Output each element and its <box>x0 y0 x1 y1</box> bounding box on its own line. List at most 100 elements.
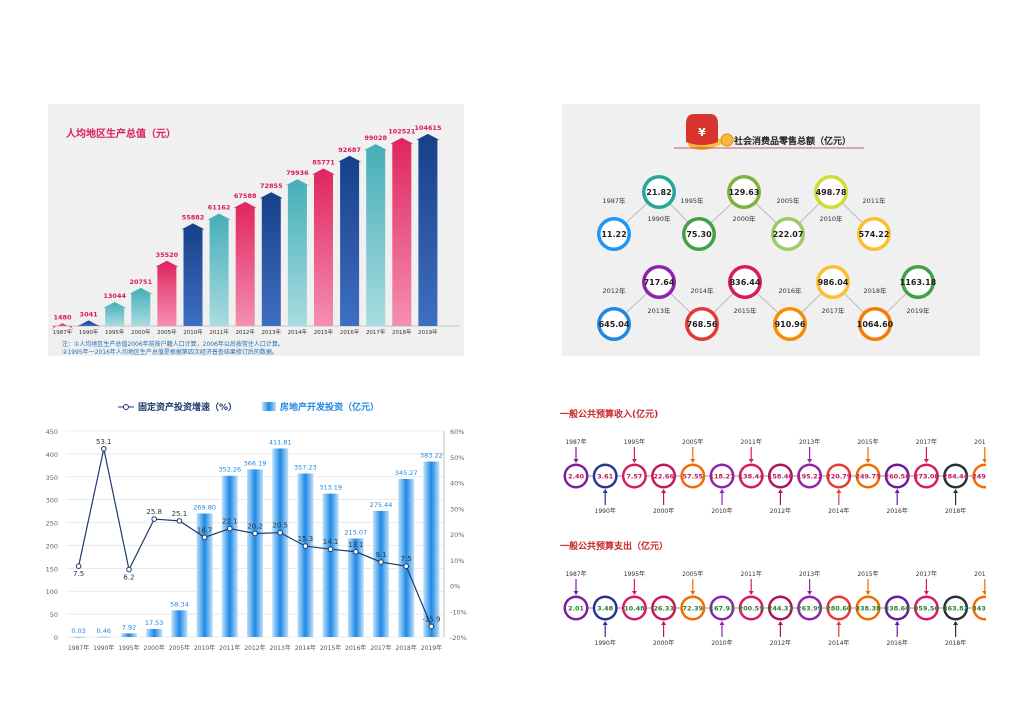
budget-circle <box>595 598 616 618</box>
budget-circle <box>858 598 878 618</box>
investment-bar <box>121 633 137 637</box>
budget-circle <box>595 466 616 486</box>
retail-value-label: 11.22 <box>601 230 626 239</box>
budget-value-label: 273.08 <box>914 473 940 481</box>
budget-pointer-head <box>631 459 637 463</box>
growth-point <box>277 529 283 536</box>
budget-year-label: 2019年 <box>974 438 986 446</box>
budget-value-label: 167.93 <box>709 605 734 613</box>
budget-circle <box>858 466 878 486</box>
budget-value-label: 7.57 <box>626 473 642 481</box>
retail-year-label: 2010年 <box>819 214 843 223</box>
retail-value-label: 21.82 <box>646 188 671 197</box>
growth-point <box>302 543 309 549</box>
retail-value-label: 645.04 <box>599 320 630 329</box>
gdp-value-label: 61162 <box>208 204 231 212</box>
y-tick-label: 150 <box>46 565 58 573</box>
retail-circle <box>860 220 888 248</box>
gdp-bar <box>390 137 414 326</box>
growth-point-label: 9.1 <box>375 551 386 559</box>
gdp-bar <box>51 323 74 330</box>
gdp-value-label: 1480 <box>53 313 72 321</box>
y-tick-label: 400 <box>46 451 58 459</box>
budget-value-label: 57.55 <box>683 473 704 481</box>
budget-panel: 一般公共预算收入(亿元) 2.40 1987年 3.61 1990年 7.57 1995年 2… <box>556 400 986 650</box>
yen-glyph: ¥ <box>698 126 706 139</box>
budget-year-label: 1990年 <box>595 507 616 515</box>
x-tick-label: 2015年 <box>320 644 341 652</box>
budget-circle <box>770 466 791 486</box>
investment-bar <box>95 636 112 638</box>
gdp-value-label: 35520 <box>156 251 179 259</box>
growth-point-label: 13.1 <box>348 541 364 549</box>
budget-pointer-head <box>894 621 900 625</box>
x-tick-label: 2014年 <box>295 644 316 652</box>
gdp-bar <box>155 260 179 326</box>
legend-bar-swatch <box>262 402 276 411</box>
budget-value-label: 280.60 <box>826 605 852 613</box>
gdp-note-1: 注：①人均地区生产总值2006年前按户籍人口计算，2006年以后按常住人口计算。 <box>62 341 284 348</box>
gdp-x-tick-label: 2011年 <box>209 328 229 336</box>
budget-year-label: 1995年 <box>624 570 645 578</box>
budget-pointer-head <box>631 591 637 595</box>
investment-bar-label: 345.27 <box>395 469 418 477</box>
retail-sales-chart: ¥ 社会消费品零售总额（亿元） 11.22 1987年 21.82 1990年 75.30 1… <box>597 114 937 341</box>
retail-circle <box>731 268 759 296</box>
growth-point-label: 7.5 <box>73 570 84 578</box>
investment-bar <box>70 636 87 638</box>
budget-value-label: 263.99 <box>797 605 823 613</box>
budget-year-label: 2018年 <box>945 507 966 515</box>
retail-value-label: 129.63 <box>729 188 760 197</box>
investment-bar-label: 313.19 <box>319 484 342 492</box>
budget-circle <box>799 466 820 486</box>
gdp-value-label: 72855 <box>260 182 283 190</box>
growth-point <box>201 534 208 541</box>
budget-year-label: 2017年 <box>916 438 937 446</box>
retail-year-label: 1987年 <box>602 196 626 205</box>
y2-tick-label: -10% <box>450 608 467 616</box>
retail-circle <box>685 220 713 248</box>
growth-point <box>75 563 82 569</box>
budget-value-label: 343.17 <box>972 605 986 613</box>
legend-line-label: 固定资产投资增速（%） <box>138 401 237 413</box>
x-tick-label: 2018年 <box>396 644 417 652</box>
budget-year-label: 1990年 <box>595 639 616 647</box>
x-tick-label: 2019年 <box>421 644 442 652</box>
gdp-value-label: 67588 <box>234 192 257 200</box>
retail-year-label: 2011年 <box>862 196 886 205</box>
gdp-x-tick-label: 2018年 <box>392 328 412 336</box>
budget-year-label: 2000年 <box>653 507 674 515</box>
budget-circle <box>566 466 586 486</box>
retail-year-label: 1990年 <box>647 214 671 223</box>
y-tick-label: 300 <box>46 497 58 505</box>
budget-pointer-head <box>807 459 813 463</box>
gdp-value-label: 92687 <box>338 146 361 154</box>
budget-pointer-head <box>923 591 929 595</box>
budget-circle <box>974 466 986 486</box>
budget-year-label: 2017年 <box>916 570 937 578</box>
retail-circle <box>730 178 758 206</box>
gdp-value-label: 102521 <box>388 128 416 136</box>
retail-circle <box>904 268 932 296</box>
budget-year-label: 2012年 <box>770 507 791 515</box>
growth-point-label: -15.9 <box>422 615 440 623</box>
growth-point <box>176 518 183 524</box>
budget-value-label: 363.82 <box>943 605 968 613</box>
x-tick-label: 1990年 <box>93 644 114 652</box>
investment-bar <box>347 538 364 637</box>
growth-point <box>126 566 132 573</box>
y-tick-label: 350 <box>46 474 58 482</box>
retail-year-label: 2014年 <box>690 286 714 295</box>
retail-year-label: 2018年 <box>863 286 887 295</box>
retail-circle <box>819 268 847 296</box>
y2-tick-label: 40% <box>450 480 464 488</box>
budget-year-label: 2013年 <box>799 570 820 578</box>
retail-value-label: 1163.18 <box>900 278 937 287</box>
growth-point <box>378 559 384 565</box>
budget-value-label: 138.44 <box>739 473 765 481</box>
budget-value-label: 26.33 <box>653 605 674 613</box>
retail-year-label: 2005年 <box>776 196 800 205</box>
retail-sales-panel: ¥ 社会消费品零售总额（亿元） 11.22 1987年 21.82 1990年 75.30 1… <box>562 104 980 356</box>
budget-pointer-head <box>777 621 783 625</box>
budget-year-label: 2015年 <box>857 438 878 446</box>
